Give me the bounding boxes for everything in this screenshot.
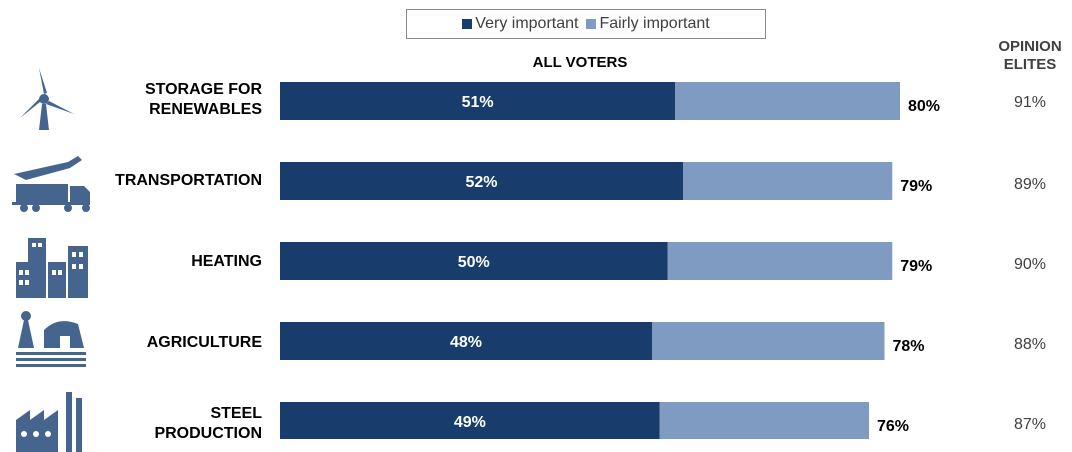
bar-fairly-important bbox=[659, 402, 869, 439]
bar-very-important bbox=[280, 242, 668, 280]
bar-fairly-important bbox=[683, 162, 893, 200]
category-label: STORAGE FOR RENEWABLES bbox=[144, 81, 262, 118]
elite-value: 90% bbox=[1013, 256, 1047, 273]
opinion-elites-header: OPINION ELITES bbox=[998, 38, 1062, 73]
bar-label-very: 48% bbox=[450, 334, 482, 351]
elite-value: 87% bbox=[1013, 416, 1047, 433]
bar-fairly-important bbox=[675, 82, 900, 120]
category-label: STEEL PRODUCTION bbox=[154, 405, 262, 442]
total-label: 79% bbox=[900, 258, 932, 275]
category-label: HEATING bbox=[191, 253, 262, 270]
category-label: AGRICULTURE bbox=[146, 334, 262, 351]
bar-fairly-important bbox=[652, 322, 885, 360]
legend-swatch-fairly bbox=[586, 19, 597, 29]
bar-very-important bbox=[280, 82, 676, 120]
legend-swatch-very bbox=[462, 19, 473, 29]
wind-turbine-icon bbox=[20, 68, 74, 130]
all-voters-header: ALL VOTERS bbox=[532, 54, 628, 71]
farm-icon bbox=[16, 311, 86, 367]
buildings-icon bbox=[16, 238, 88, 298]
legend: Very important Fairly important bbox=[406, 9, 766, 39]
total-label: 80% bbox=[908, 98, 940, 115]
bar-fairly-important bbox=[667, 242, 893, 280]
total-label: 79% bbox=[900, 178, 932, 195]
legend-label-fairly: Fairly important bbox=[599, 15, 710, 32]
bar-label-very: 49% bbox=[454, 414, 486, 431]
legend-item-fairly: Fairly important bbox=[586, 15, 710, 33]
total-label: 76% bbox=[877, 418, 909, 435]
legend-label-very: Very important bbox=[475, 15, 579, 32]
elite-value: 89% bbox=[1013, 176, 1047, 193]
bar-very-important bbox=[280, 322, 652, 360]
elite-value: 88% bbox=[1013, 336, 1047, 353]
plane-truck-icon bbox=[12, 156, 90, 212]
bar-label-very: 50% bbox=[458, 254, 490, 271]
legend-item-very: Very important bbox=[462, 15, 578, 33]
bar-very-important bbox=[280, 162, 683, 200]
bar-very-important bbox=[280, 402, 660, 439]
chart-plot: 51% 80% 52% 79% 50% 79% 48% 78% 49% 76% bbox=[280, 82, 940, 439]
bar-label-very: 52% bbox=[465, 174, 497, 191]
total-label: 78% bbox=[893, 338, 925, 355]
category-label: TRANSPORTATION bbox=[115, 172, 262, 189]
bar-label-very: 51% bbox=[462, 94, 494, 111]
elite-value: 91% bbox=[1013, 94, 1047, 111]
